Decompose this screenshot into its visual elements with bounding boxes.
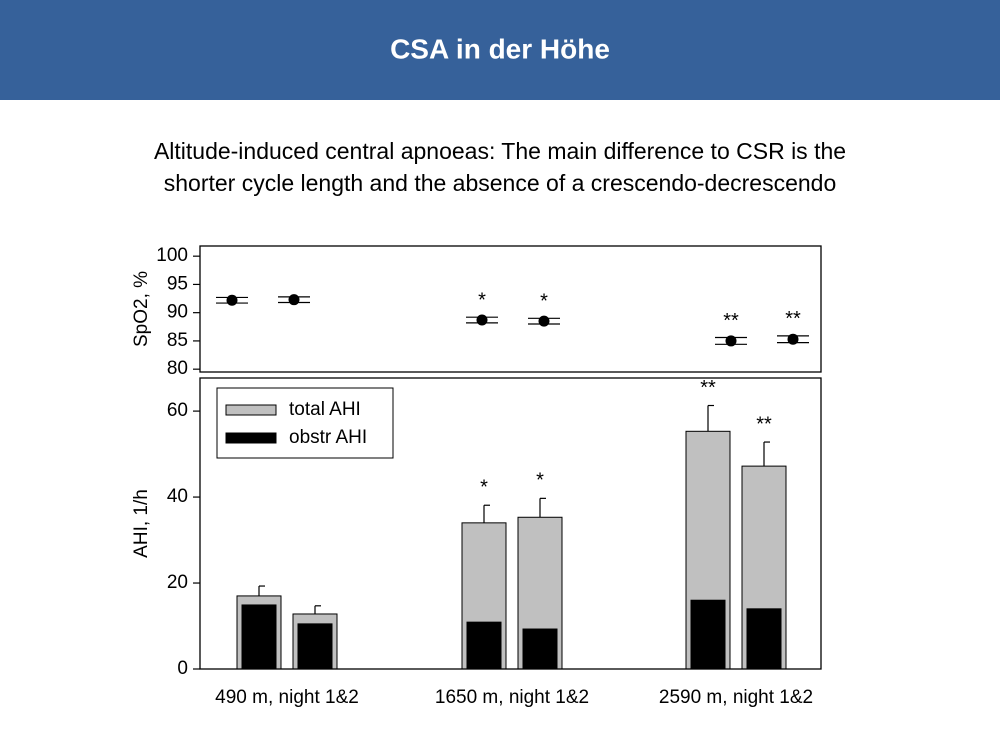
x-tick-label: 490 m, night 1&2 (215, 687, 359, 708)
header-bar (0, 0, 1000, 100)
data-point (787, 333, 799, 345)
slide-title: CSA in der Höhe (390, 33, 610, 64)
data-point (725, 335, 737, 347)
significance-label: * (478, 289, 486, 311)
bar (297, 623, 333, 670)
x-tick-label: 2590 m, night 1&2 (659, 687, 813, 708)
legend-box (216, 387, 394, 459)
bar (690, 599, 726, 670)
legend-swatch (225, 404, 277, 416)
data-point (538, 315, 550, 327)
data-point (226, 294, 238, 306)
subtitle-line: shorter cycle length and the absence of … (164, 170, 837, 196)
legend-label: obstr AHI (289, 427, 367, 448)
y-axis-label: SpO2, % (131, 271, 152, 347)
bar (522, 628, 558, 670)
y-tick-label: 100 (156, 245, 188, 266)
significance-label: ** (785, 308, 801, 330)
significance-label: ** (756, 413, 772, 435)
bar (241, 604, 277, 670)
y-tick-label: 20 (167, 572, 188, 593)
y-tick-label: 40 (167, 486, 188, 507)
plot-frame (199, 377, 822, 670)
plot-frame (199, 245, 822, 373)
subtitle-line: Altitude-induced central apnoeas: The ma… (154, 138, 846, 164)
y-tick-label: 80 (167, 358, 188, 379)
significance-label: * (480, 477, 488, 499)
significance-label: * (536, 470, 544, 492)
x-tick-label: 1650 m, night 1&2 (435, 687, 589, 708)
data-point (476, 314, 488, 326)
significance-label: ** (700, 377, 716, 399)
significance-label: ** (723, 310, 739, 332)
significance-label: * (540, 291, 548, 313)
y-tick-label: 85 (167, 330, 188, 351)
y-tick-label: 60 (167, 400, 188, 421)
y-tick-label: 95 (167, 273, 188, 294)
legend-swatch (225, 432, 277, 444)
legend-label: total AHI (289, 399, 361, 420)
y-tick-label: 90 (167, 302, 188, 323)
bar (466, 621, 502, 670)
bar (746, 608, 782, 670)
data-point (288, 294, 300, 306)
y-tick-label: 0 (177, 658, 188, 679)
y-axis-label: AHI, 1/h (131, 489, 152, 558)
